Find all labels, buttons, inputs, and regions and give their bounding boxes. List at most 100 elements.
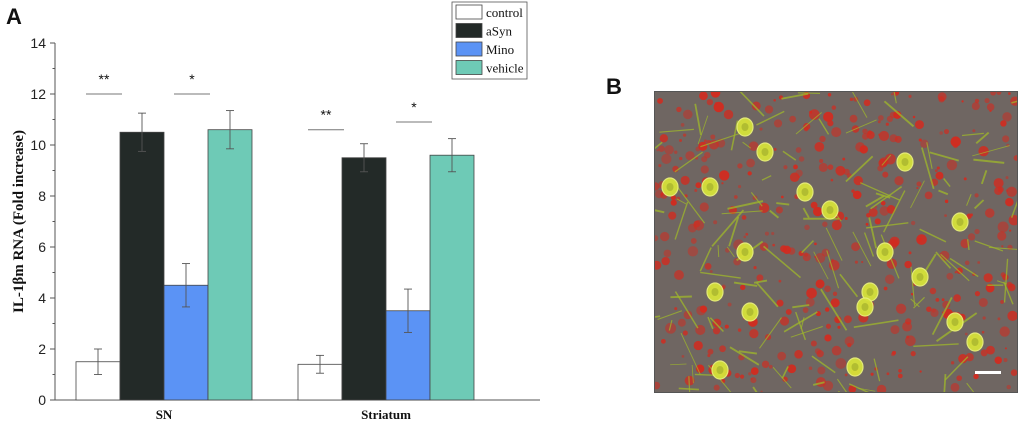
red-speckle — [1007, 310, 1017, 321]
red-speckle — [710, 134, 716, 140]
red-speckle — [902, 321, 912, 332]
red-speckle — [655, 381, 661, 390]
significance-marker: * — [411, 99, 417, 115]
fiber — [929, 151, 960, 162]
red-speckle — [964, 260, 970, 266]
red-speckle — [904, 260, 912, 269]
red-speckle — [822, 380, 834, 391]
bar-vehicle-striatum — [429, 154, 475, 401]
red-speckle — [745, 232, 749, 236]
fiber — [721, 210, 763, 215]
fiber — [694, 103, 702, 136]
red-speckle — [704, 262, 712, 270]
fiber — [852, 92, 868, 118]
fiber — [811, 355, 836, 374]
red-speckle — [679, 156, 683, 161]
fiber — [973, 199, 985, 210]
red-speckle — [709, 269, 713, 273]
red-speckle — [827, 164, 834, 171]
red-speckle — [910, 292, 914, 296]
yellow-cell-nucleus — [741, 248, 749, 256]
red-speckle — [916, 181, 922, 187]
red-speckle — [690, 238, 697, 244]
red-speckle — [750, 367, 759, 375]
red-speckle — [844, 336, 855, 347]
red-speckle — [883, 286, 888, 291]
red-speckle — [676, 106, 682, 113]
red-speckle — [824, 285, 831, 293]
red-speckle — [789, 172, 800, 182]
red-speckle — [814, 348, 821, 355]
red-speckle — [707, 348, 714, 355]
red-speckle — [963, 177, 967, 181]
red-speckle — [737, 163, 743, 169]
red-speckle — [1002, 274, 1009, 281]
fiber — [711, 209, 745, 247]
fiber — [763, 245, 801, 279]
red-speckle — [808, 366, 813, 370]
red-speckle — [916, 186, 919, 190]
red-speckle — [773, 98, 776, 102]
fiber — [921, 147, 935, 190]
red-speckle — [974, 193, 979, 198]
red-speckle — [814, 141, 825, 152]
red-speckle — [974, 290, 981, 297]
red-speckle — [879, 157, 889, 167]
legend-label-Mino: Mino — [486, 42, 514, 57]
fiber — [670, 363, 687, 366]
red-speckle — [663, 249, 672, 258]
red-speckle — [714, 101, 718, 105]
fiber — [655, 315, 661, 318]
fiber — [750, 192, 763, 207]
red-speckle — [687, 246, 699, 257]
red-speckle — [655, 260, 662, 270]
y-tick-label: 10 — [30, 137, 46, 153]
red-speckle — [721, 182, 724, 185]
yellow-cell-nucleus — [761, 148, 769, 156]
fiber — [980, 169, 988, 185]
fiber — [875, 192, 891, 199]
red-speckle — [699, 92, 708, 101]
fiber — [769, 209, 780, 219]
red-speckle — [828, 260, 840, 271]
y-tick-label: 12 — [30, 86, 46, 102]
red-speckle — [695, 182, 702, 189]
red-speckle — [825, 323, 832, 329]
red-speckle — [897, 373, 903, 379]
red-speckle — [985, 208, 995, 218]
red-speckle — [891, 352, 896, 357]
fiber — [727, 200, 764, 210]
red-speckle — [894, 176, 904, 186]
red-speckle — [865, 222, 869, 226]
yellow-cell-nucleus — [716, 366, 724, 374]
red-speckle — [891, 239, 899, 247]
y-tick-label: 8 — [38, 188, 46, 204]
red-speckle — [655, 182, 660, 191]
red-speckle — [782, 245, 792, 255]
red-speckle — [818, 162, 828, 172]
fiber — [975, 131, 990, 145]
red-speckle — [681, 354, 685, 358]
red-speckle — [694, 188, 698, 192]
panel-label-a: A — [6, 4, 22, 29]
red-speckle — [746, 158, 755, 168]
red-speckle — [753, 266, 757, 270]
red-speckle — [659, 134, 669, 143]
fiber — [966, 382, 975, 392]
fiber — [972, 145, 1010, 157]
red-speckle — [665, 322, 677, 334]
red-speckle — [747, 171, 752, 176]
red-speckle — [670, 199, 677, 206]
red-speckle — [862, 128, 868, 134]
red-speckle — [693, 220, 701, 228]
red-speckle — [993, 178, 1004, 189]
red-speckle — [750, 377, 757, 384]
red-speckle — [859, 145, 869, 154]
red-speckle — [703, 139, 707, 143]
red-speckle — [1010, 369, 1017, 377]
y-tick-label: 2 — [38, 341, 46, 357]
fiber — [781, 366, 789, 379]
red-speckle — [974, 98, 980, 104]
bar-aSyn-striatum — [341, 157, 387, 401]
micrograph-canvas — [655, 92, 1017, 392]
